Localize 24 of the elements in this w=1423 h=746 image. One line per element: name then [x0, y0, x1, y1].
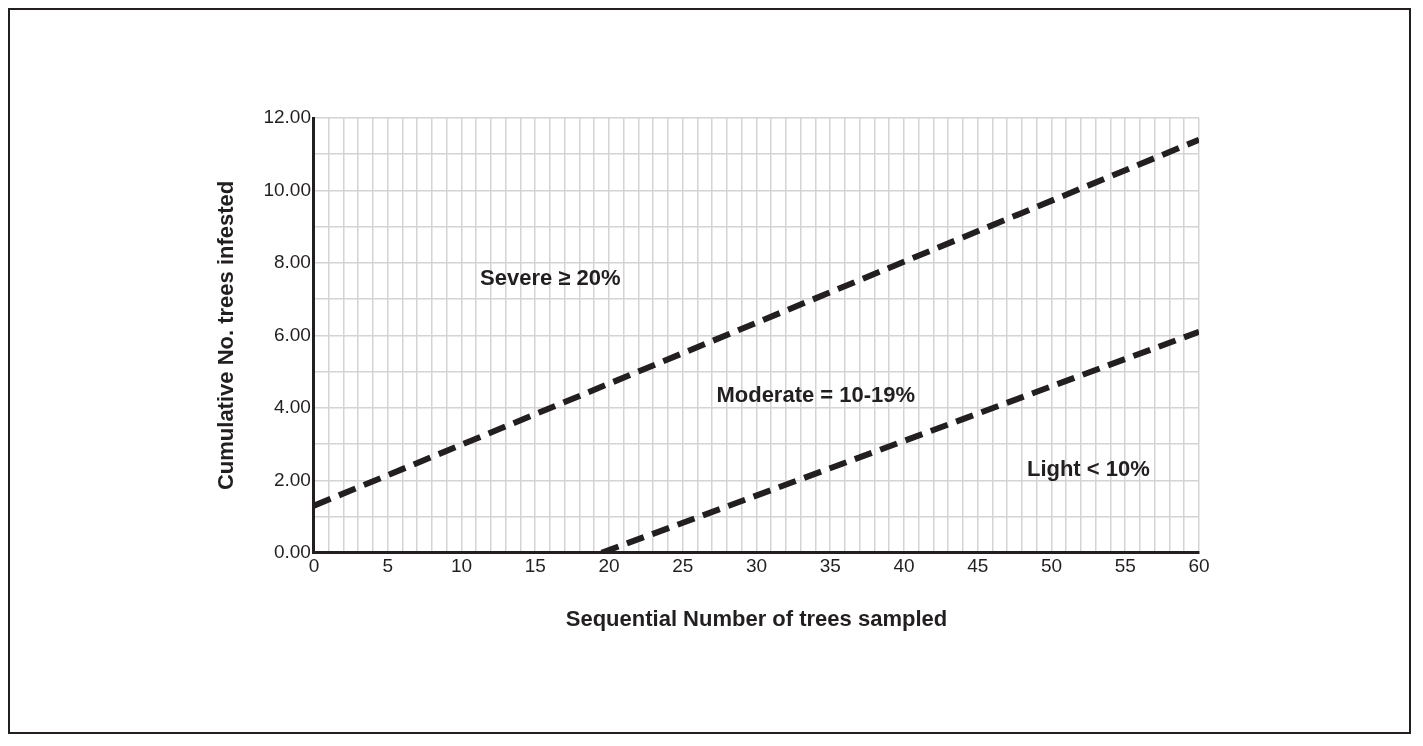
y-tick-label: 2.00 — [273, 468, 311, 490]
x-tick-label: 35 — [819, 555, 841, 577]
y-tick-label: 10.00 — [263, 178, 311, 200]
y-axis-title: Cumulative No. trees infested — [213, 180, 239, 491]
annotation: Severe ≥ 20% — [480, 264, 621, 290]
x-tick-label: 40 — [893, 555, 915, 577]
y-tick-label: 12.00 — [263, 106, 311, 128]
x-tick-label: 50 — [1040, 555, 1063, 577]
annotation: Moderate = 10-19% — [716, 382, 916, 408]
y-tick-label: 4.00 — [273, 396, 311, 418]
x-tick-label: 25 — [672, 555, 694, 577]
x-axis-title: Sequential Number of trees sampled — [565, 605, 948, 631]
y-tick-label: 0.00 — [273, 541, 311, 563]
y-tick-label: 6.00 — [273, 323, 311, 345]
y-tick-label: 8.00 — [273, 251, 311, 273]
x-tick-label: 5 — [382, 555, 393, 577]
x-tick-label: 45 — [967, 555, 989, 577]
x-tick-label: 10 — [450, 555, 473, 577]
x-tick-label: 30 — [745, 555, 768, 577]
x-tick-label: 15 — [524, 555, 546, 577]
x-tick-label: 20 — [598, 555, 620, 577]
x-tick-label: 55 — [1114, 555, 1136, 577]
annotation: Light < 10% — [1026, 456, 1150, 482]
x-tick-label: 60 — [1188, 555, 1210, 577]
